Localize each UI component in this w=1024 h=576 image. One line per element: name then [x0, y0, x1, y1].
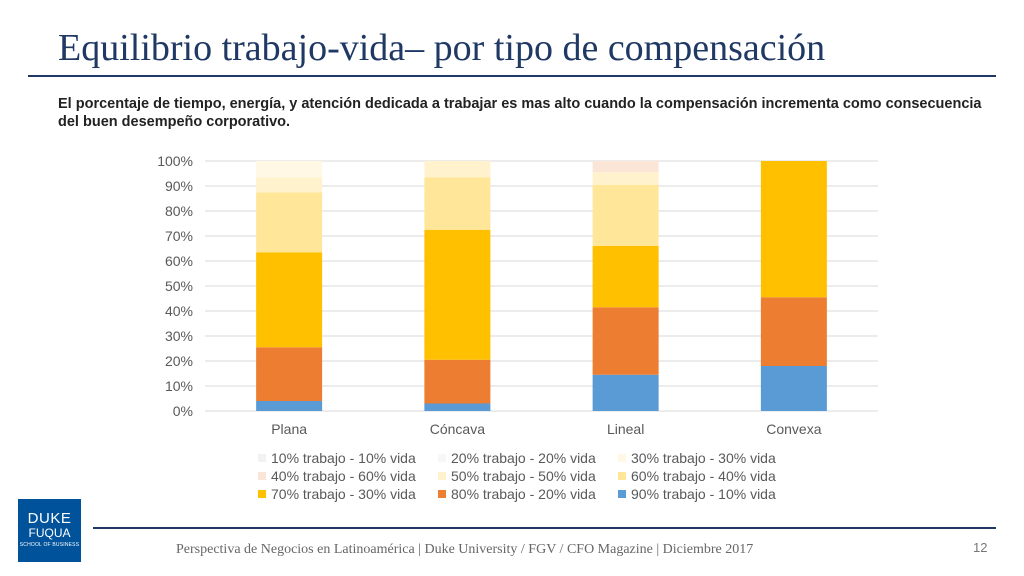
bar-segment — [256, 252, 323, 348]
legend-label: 40% trabajo - 60% vida — [271, 468, 416, 484]
bar-segment — [424, 161, 491, 178]
x-tick-label: Cóncava — [430, 421, 485, 437]
footer-source: Perspectiva de Negocios en Latinoamérica… — [176, 542, 754, 557]
bar-segment — [424, 177, 491, 230]
bar-segment — [424, 229, 491, 360]
legend-swatch — [438, 472, 446, 480]
bar-segment — [592, 184, 659, 246]
bar-segment — [760, 297, 827, 366]
y-tick-label: 0% — [173, 403, 193, 419]
duke-fuqua-logo: DUKE FUQUA SCHOOL OF BUSINESS — [18, 499, 81, 562]
legend-swatch — [258, 472, 266, 480]
logo-line-3: SCHOOL OF BUSINESS — [19, 542, 80, 548]
legend-label: 20% trabajo - 20% vida — [451, 450, 596, 466]
y-tick-label: 100% — [157, 153, 193, 169]
y-tick-label: 50% — [165, 278, 193, 294]
legend-swatch — [618, 472, 626, 480]
legend-swatch — [618, 454, 626, 462]
bar-segment — [592, 246, 659, 308]
legend-label: 80% trabajo - 20% vida — [451, 486, 596, 502]
bar-segment — [256, 347, 323, 401]
legend-swatch — [438, 454, 446, 462]
footer-divider — [93, 527, 996, 529]
slide-title: Equilibrio trabajo-vida– por tipo de com… — [58, 27, 826, 69]
bar-segment — [256, 192, 323, 253]
bar-segment — [760, 161, 827, 298]
y-tick-label: 60% — [165, 253, 193, 269]
legend-label: 90% trabajo - 10% vida — [631, 486, 776, 502]
legend-swatch — [258, 454, 266, 462]
x-tick-label: Plana — [271, 421, 307, 437]
legend-swatch — [258, 490, 266, 498]
bar-segment — [592, 172, 659, 185]
legend-label: 30% trabajo - 30% vida — [631, 450, 776, 466]
bar-segment — [424, 359, 491, 404]
y-tick-label: 40% — [165, 303, 193, 319]
bar-segment — [424, 403, 491, 411]
x-tick-label: Lineal — [607, 421, 644, 437]
legend-swatch — [618, 490, 626, 498]
bar-segment — [592, 161, 659, 173]
bar-segment — [256, 161, 323, 178]
slide-subtitle: El porcentaje de tiempo, energía, y aten… — [58, 96, 982, 130]
logo-line-2: FUQUA — [28, 526, 71, 540]
x-tick-label: Convexa — [766, 421, 821, 437]
bar-segment — [256, 177, 323, 193]
legend-label: 60% trabajo - 40% vida — [631, 468, 776, 484]
y-tick-label: 30% — [165, 328, 193, 344]
legend-label: 10% trabajo - 10% vida — [271, 450, 416, 466]
bar-segment — [760, 366, 827, 411]
bar-segment — [256, 401, 323, 411]
legend-label: 50% trabajo - 50% vida — [451, 468, 596, 484]
bar-segment — [592, 307, 659, 375]
y-tick-label: 20% — [165, 353, 193, 369]
bar-segment — [592, 374, 659, 411]
legend-label: 70% trabajo - 30% vida — [271, 486, 416, 502]
logo-line-1: DUKE — [27, 510, 72, 527]
page-number: 12 — [973, 540, 988, 555]
y-tick-label: 70% — [165, 228, 193, 244]
y-tick-label: 10% — [165, 378, 193, 394]
y-tick-label: 90% — [165, 178, 193, 194]
y-tick-label: 80% — [165, 203, 193, 219]
legend-swatch — [438, 490, 446, 498]
title-divider — [28, 75, 996, 77]
